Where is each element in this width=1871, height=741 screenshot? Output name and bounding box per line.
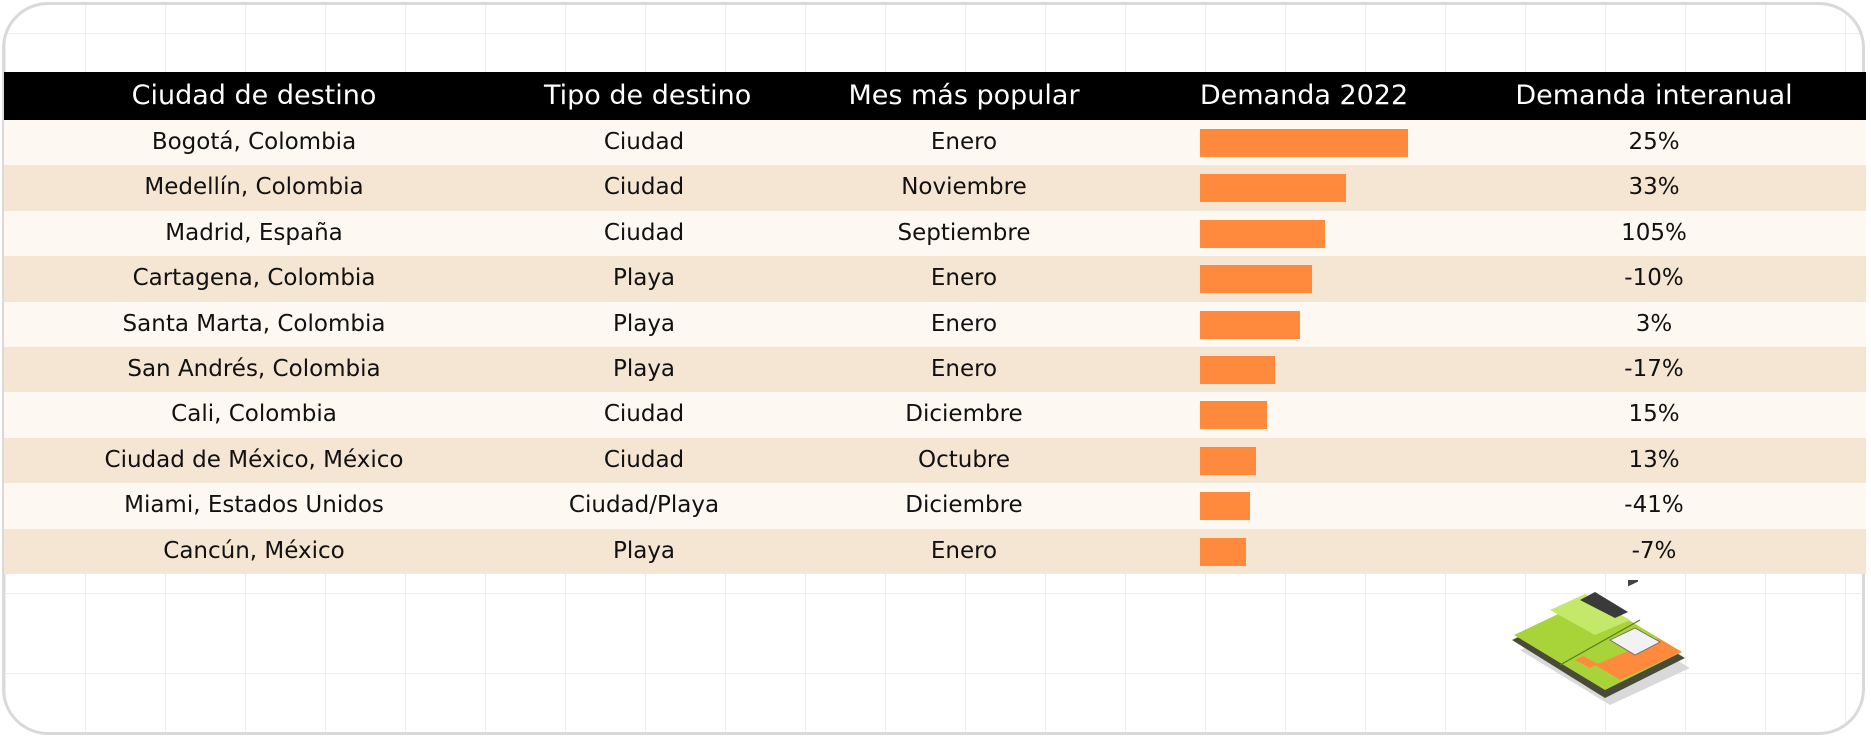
type-cell: Ciudad/Playa xyxy=(568,492,720,519)
yoy-cell: -41% xyxy=(1624,492,1684,519)
wallet-illustration-icon xyxy=(1512,580,1690,705)
header-month: Mes más popular xyxy=(848,80,1080,111)
city-cell: San Andrés, Colombia xyxy=(127,355,381,382)
yoy-cell: 25% xyxy=(1628,129,1680,155)
table-row: Santa Marta, Colombia Playa Enero 3% xyxy=(4,301,1866,347)
month-cell: Enero xyxy=(930,265,998,292)
city-cell: Cancún, México xyxy=(163,537,345,564)
table-header: Ciudad de destino Tipo de destino Mes má… xyxy=(4,72,1866,120)
demand-bar xyxy=(1200,310,1300,339)
type-cell: Ciudad xyxy=(603,219,685,246)
yoy-cell: 3% xyxy=(1635,310,1673,337)
yoy-cell: -7% xyxy=(1631,537,1677,564)
month-cell: Diciembre xyxy=(905,492,1023,519)
yoy-cell: 13% xyxy=(1628,446,1680,473)
month-cell: Octubre xyxy=(917,446,1011,473)
city-cell: Bogotá, Colombia xyxy=(151,129,357,155)
city-cell: Madrid, España xyxy=(165,219,343,246)
demand-bar xyxy=(1200,129,1408,157)
destinations-table: Ciudad de destino Tipo de destino Mes má… xyxy=(4,72,1866,574)
month-cell: Enero xyxy=(930,355,998,382)
city-cell: Cali, Colombia xyxy=(171,401,337,428)
month-cell: Enero xyxy=(930,310,998,337)
demand-bar xyxy=(1200,401,1267,430)
city-cell: Cartagena, Colombia xyxy=(132,265,376,292)
city-cell: Ciudad de México, México xyxy=(104,446,404,473)
type-cell: Playa xyxy=(612,310,676,337)
demand-bar xyxy=(1200,446,1256,475)
type-cell: Playa xyxy=(612,265,676,292)
demand-bar xyxy=(1200,174,1346,203)
city-cell: Miami, Estados Unidos xyxy=(124,492,384,519)
city-cell: Santa Marta, Colombia xyxy=(122,310,386,337)
table-row: Cartagena, Colombia Playa Enero -10% xyxy=(4,256,1866,302)
month-cell: Enero xyxy=(930,129,998,155)
type-cell: Playa xyxy=(612,537,676,564)
yoy-cell: 15% xyxy=(1628,401,1680,428)
yoy-cell: 33% xyxy=(1628,174,1680,201)
demand-bar xyxy=(1200,355,1275,384)
type-cell: Playa xyxy=(612,355,676,382)
month-cell: Septiembre xyxy=(897,219,1031,246)
month-cell: Enero xyxy=(930,537,998,564)
table-body: Bogotá, Colombia Ciudad Enero 25% Medellín, … xyxy=(4,120,1866,574)
demand-bar xyxy=(1200,537,1246,566)
demand-bar xyxy=(1200,219,1325,248)
header-type: Tipo de destino xyxy=(544,80,752,111)
table-row: Bogotá, Colombia Ciudad Enero 25% xyxy=(4,120,1866,166)
demand-bar xyxy=(1200,265,1312,294)
yoy-cell: 105% xyxy=(1621,219,1687,246)
table-row: Madrid, España Ciudad Septiembre 105% xyxy=(4,210,1866,257)
table-row: Cancún, México Playa Enero -7% xyxy=(4,528,1866,574)
city-cell: Medellín, Colombia xyxy=(144,174,364,201)
yoy-cell: -17% xyxy=(1624,355,1684,382)
month-cell: Diciembre xyxy=(905,401,1023,428)
header-city: Ciudad de destino xyxy=(131,80,377,111)
table-row: Ciudad de México, México Ciudad Octubre 13% xyxy=(4,437,1866,484)
demand-bar xyxy=(1200,492,1250,521)
type-cell: Ciudad xyxy=(603,446,685,473)
table-row: San Andrés, Colombia Playa Enero -17% xyxy=(4,346,1866,393)
table-row: Medellín, Colombia Ciudad Noviembre 33% xyxy=(4,165,1866,211)
type-cell: Ciudad xyxy=(603,129,685,155)
yoy-cell: -10% xyxy=(1624,265,1684,292)
month-cell: Noviembre xyxy=(901,174,1027,201)
header-yoy: Demanda interanual xyxy=(1515,80,1793,111)
table-row: Miami, Estados Unidos Ciudad/Playa Diciemb… xyxy=(4,483,1866,529)
header-demand: Demanda 2022 xyxy=(1199,80,1409,111)
type-cell: Ciudad xyxy=(603,401,685,428)
type-cell: Ciudad xyxy=(603,174,685,201)
table-row: Cali, Colombia Ciudad Diciembre 15% xyxy=(4,392,1866,438)
